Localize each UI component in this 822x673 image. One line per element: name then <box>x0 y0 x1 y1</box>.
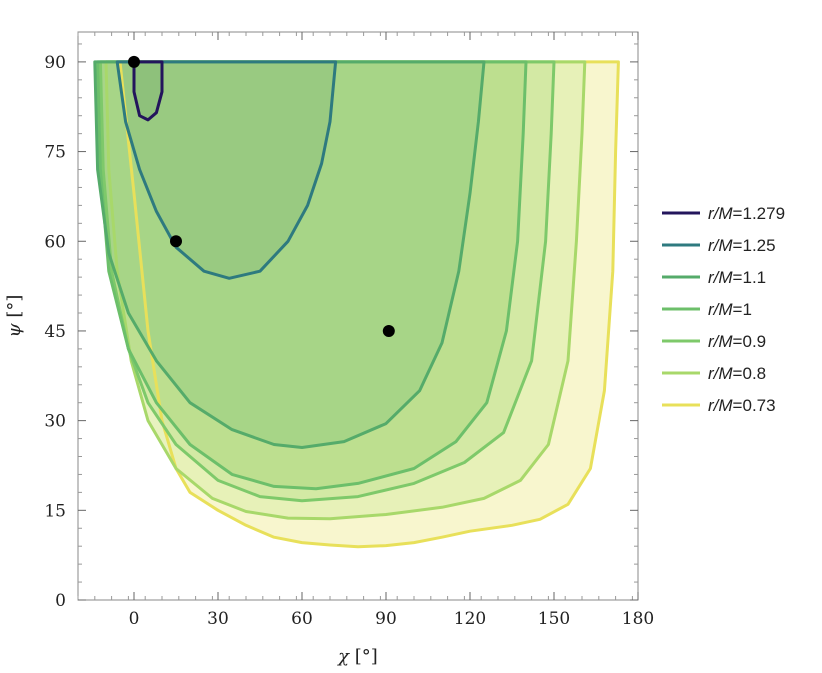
y-tick-label: 90 <box>44 53 66 73</box>
y-axis-label: ψ [°] <box>4 295 25 338</box>
x-tick-label: 150 <box>538 609 570 629</box>
contour-fill-5 <box>117 61 336 279</box>
legend-entry: r/M=1.25 <box>708 236 776 255</box>
contour-line-3 <box>96 60 528 491</box>
x-tick-label: 90 <box>375 609 397 629</box>
x-tick-label: 120 <box>454 609 486 629</box>
contour-fills <box>94 61 619 547</box>
data-point-2 <box>382 324 395 337</box>
x-tick-label: 0 <box>129 609 140 629</box>
legend-entry: r/M=0.73 <box>708 396 776 415</box>
legend-entry: r/M=0.8 <box>708 364 766 383</box>
x-tick-label: 60 <box>291 609 313 629</box>
contour-outlines <box>93 60 620 549</box>
legend-entry: r/M=1 <box>708 300 752 319</box>
contour-line-5 <box>115 60 338 280</box>
data-points <box>128 55 395 337</box>
data-point-0 <box>128 55 140 68</box>
legend: r/M=1.279 r/M=1.25 r/M=1.1 r/M=1 r/M=0.9 r/M=… <box>662 204 785 415</box>
contour-line-6 <box>132 60 164 122</box>
y-tick-label: 60 <box>44 232 66 252</box>
y-tick-label: 15 <box>44 501 66 521</box>
contour-fill-6 <box>134 61 162 120</box>
legend-entry: r/M=0.9 <box>708 332 766 351</box>
data-point-1 <box>170 235 182 248</box>
x-axis-ticks: 0 30 60 90 120 150 180 <box>77 32 654 629</box>
y-tick-label: 0 <box>55 591 66 611</box>
legend-entry: r/M=1.279 <box>708 204 785 223</box>
y-tick-label: 30 <box>44 412 66 432</box>
contour-line-4 <box>93 60 486 449</box>
y-tick-label: 45 <box>44 322 66 342</box>
plot-frame <box>77 31 639 601</box>
x-axis-label: χ [°] <box>336 646 378 667</box>
x-tick-label: 180 <box>622 609 654 629</box>
legend-entry: r/M=1.1 <box>708 268 766 287</box>
contour-line-1 <box>104 60 587 521</box>
y-tick-label: 75 <box>44 143 66 163</box>
y-axis-ticks: 0 15 30 45 60 75 90 <box>44 43 638 611</box>
x-tick-label: 30 <box>207 609 229 629</box>
